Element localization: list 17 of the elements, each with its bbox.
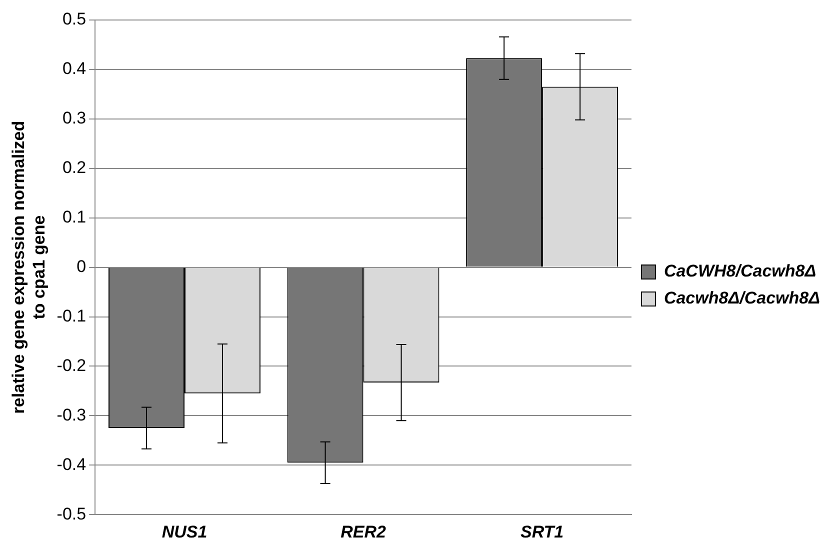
x-tick-label: RER2 (340, 522, 386, 542)
y-tick-label: -0.3 (56, 405, 86, 424)
y-tick-label: -0.1 (56, 306, 86, 326)
y-tick-label: -0.5 (56, 504, 86, 524)
y-tick-label: 0.2 (62, 158, 86, 178)
y-tick-label: 0.4 (62, 59, 86, 78)
y-tick-label: 0 (76, 256, 86, 276)
y-tick-label: 0.3 (62, 108, 86, 128)
legend-label: Cacwh8Δ/Cacwh8Δ (664, 288, 820, 308)
y-axis-title: relative gene expression normalized to cpa1 gene (8, 120, 48, 414)
x-tick-label: NUS1 (162, 522, 208, 542)
y-tick-label: 0.5 (62, 10, 86, 29)
y-tick-label: -0.2 (56, 356, 86, 375)
y-tick-label: -0.4 (56, 454, 86, 474)
x-tick-label: SRT1 (520, 522, 564, 542)
y-tick-label: 0.1 (62, 208, 86, 227)
legend-label: CaCWH8/Cacwh8Δ (664, 262, 816, 281)
